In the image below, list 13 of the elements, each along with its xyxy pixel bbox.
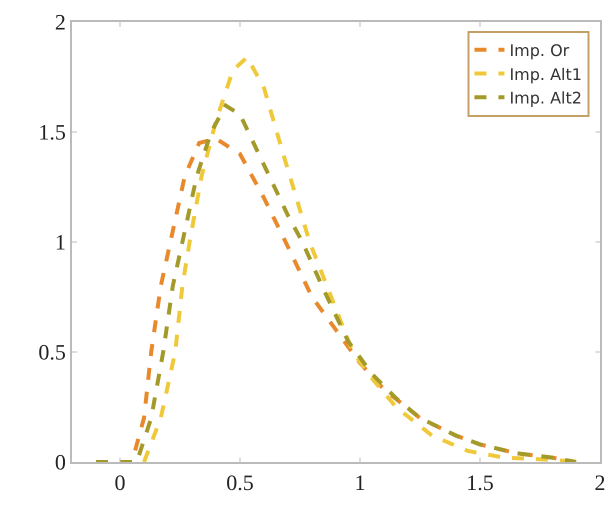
legend-label: Imp. Alt2	[509, 88, 582, 108]
y-tick-label: 2	[54, 10, 66, 35]
x-tick-label: 0	[114, 470, 126, 496]
x-tick-label: 1.5	[466, 470, 494, 496]
x-tick-label: 2	[594, 470, 606, 496]
y-tick-label: 1.5	[38, 120, 66, 145]
y-tick-label: 1	[54, 230, 66, 255]
y-tick-label: 0.5	[38, 340, 66, 365]
x-tick-label: 0.5	[226, 470, 254, 496]
legend-label: Imp. Or	[509, 40, 570, 60]
x-tick-label: 1	[354, 470, 366, 496]
y-tick-label: 0	[54, 450, 66, 475]
legend-label: Imp. Alt1	[509, 64, 582, 84]
